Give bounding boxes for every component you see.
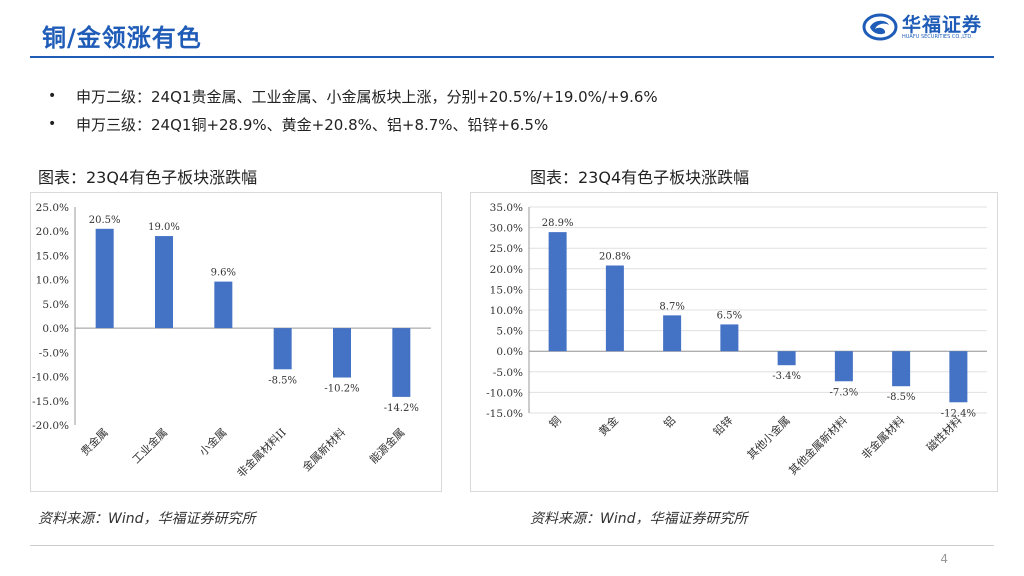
bullet-list: • 申万二级：24Q1贵金属、工业金属、小金属板块上涨，分别+20.5%/+19… — [48, 82, 658, 138]
bullet-text: 申万三级：24Q1铜+28.9%、黄金+20.8%、铝+8.7%、铅锌+6.5% — [76, 115, 549, 134]
bar — [214, 281, 233, 329]
y-tick-label: 5.0% — [42, 299, 69, 311]
bullet-marker: • — [48, 116, 57, 132]
chart-left: 25.0% 20.0% 15.0% 10.0% 5.0% 0.0% -5.0% -10.0% -… — [30, 192, 442, 492]
x-category-label: 贵金属 — [78, 425, 111, 458]
bar-value-label: -8.5% — [887, 392, 916, 403]
bar — [720, 324, 739, 352]
bar-value-label: -14.2% — [384, 403, 419, 414]
logo-subtitle: HUAFU SECURITIES CO.,LTD. — [902, 34, 973, 40]
bar-value-label: 20.8% — [599, 252, 631, 263]
y-tick-label: 15.0% — [36, 250, 69, 262]
page-title: 铜/金领涨有色 — [42, 24, 202, 52]
bar-value-label: 19.0% — [148, 222, 180, 233]
bar-value-label: 9.6% — [211, 268, 236, 279]
bar-value-label: 8.7% — [659, 301, 684, 312]
bar-value-label: -3.4% — [772, 371, 801, 382]
chart-left-svg: 25.0% 20.0% 15.0% 10.0% 5.0% 0.0% -5.0% -10.0% -… — [32, 202, 431, 480]
y-tick-label: -10.0% — [32, 372, 69, 384]
bullet-marker: • — [48, 88, 57, 104]
bar — [949, 351, 968, 403]
chart-right-svg: 35.0% 30.0% 25.0% 20.0% 15.0% 10.0% 5.0% 0.0% -5… — [486, 202, 987, 478]
y-tick-label: 5.0% — [496, 326, 523, 338]
x-category-label: 其他金属新材料 — [786, 413, 850, 477]
y-tick-label: 20.0% — [36, 226, 69, 238]
footer-rule — [30, 545, 994, 546]
bar-value-label: 28.9% — [542, 218, 574, 229]
y-tick-label: 10.0% — [36, 275, 69, 287]
bar — [777, 351, 796, 366]
bar — [663, 315, 682, 352]
x-category-label: 铝 — [661, 413, 679, 431]
y-tick-label: 15.0% — [490, 284, 523, 296]
y-tick-label: 30.0% — [490, 223, 523, 235]
x-category-label: 黄金 — [596, 413, 621, 438]
y-tick-label: 25.0% — [490, 243, 523, 255]
bar — [392, 328, 411, 397]
source-note-left: 资料来源：Wind，华福证券研究所 — [38, 511, 256, 527]
x-category-label: 小金属 — [196, 425, 229, 458]
chart-title-right: 图表：23Q4有色子板块涨跌幅 — [530, 168, 750, 187]
bar-value-label: -7.3% — [829, 387, 858, 398]
chart-title-left: 图表：23Q4有色子板块涨跌幅 — [38, 168, 258, 187]
x-category-label: 非金属材料II — [234, 425, 289, 480]
y-tick-label: 0.0% — [42, 323, 69, 335]
y-tick-label: 20.0% — [490, 264, 523, 276]
bar — [605, 265, 624, 352]
bullet-item: • 申万二级：24Q1贵金属、工业金属、小金属板块上涨，分别+20.5%/+19… — [48, 82, 658, 110]
bar — [892, 351, 911, 387]
bar-value-label: -8.5% — [268, 375, 297, 386]
x-category-label: 能源金属 — [366, 425, 407, 466]
y-tick-label: -5.0% — [493, 367, 523, 379]
bullet-text: 申万二级：24Q1贵金属、工业金属、小金属板块上涨，分别+20.5%/+19.0… — [76, 87, 658, 106]
bar-value-label: 6.5% — [717, 310, 742, 321]
x-category-label: 铜 — [546, 413, 564, 431]
y-tick-label: 25.0% — [36, 202, 69, 214]
y-tick-label: 10.0% — [490, 305, 523, 317]
bar-value-label: -12.4% — [941, 408, 976, 419]
x-category-label: 非金属材料 — [858, 413, 907, 462]
x-category-label: 其他小金属 — [744, 413, 793, 462]
logo-name: 华福证券 — [902, 14, 983, 36]
y-tick-label: -5.0% — [39, 347, 69, 359]
bar — [834, 351, 853, 382]
bar — [548, 232, 567, 352]
x-category-label: 金属新材料 — [299, 425, 348, 474]
x-category-label: 工业金属 — [129, 425, 170, 466]
bullet-item: • 申万三级：24Q1铜+28.9%、黄金+20.8%、铝+8.7%、铅锌+6.… — [48, 110, 658, 138]
title-underline — [30, 56, 994, 58]
y-tick-label: -15.0% — [486, 408, 523, 420]
y-tick-label: -15.0% — [32, 396, 69, 408]
bar — [95, 228, 114, 329]
page-number: 4 — [940, 552, 948, 566]
bar — [333, 328, 351, 378]
bar — [155, 236, 173, 329]
bar — [273, 328, 292, 370]
company-logo: 华福证券 HUAFU SECURITIES CO.,LTD. — [862, 10, 992, 46]
logo-swirl-icon — [862, 13, 898, 41]
y-tick-label: -20.0% — [32, 420, 69, 432]
bar-value-label: 20.5% — [89, 215, 121, 226]
y-tick-label: 35.0% — [490, 202, 523, 214]
bar-value-label: -10.2% — [324, 384, 359, 395]
x-category-label: 铅锌 — [710, 413, 735, 438]
y-tick-label: 0.0% — [496, 346, 523, 358]
y-tick-label: -10.0% — [486, 387, 523, 399]
chart-right: 35.0% 30.0% 25.0% 20.0% 15.0% 10.0% 5.0% 0.0% -5… — [470, 192, 998, 492]
source-note-right: 资料来源：Wind，华福证券研究所 — [530, 511, 748, 527]
x-category-label: 磁性材料 — [923, 413, 964, 454]
